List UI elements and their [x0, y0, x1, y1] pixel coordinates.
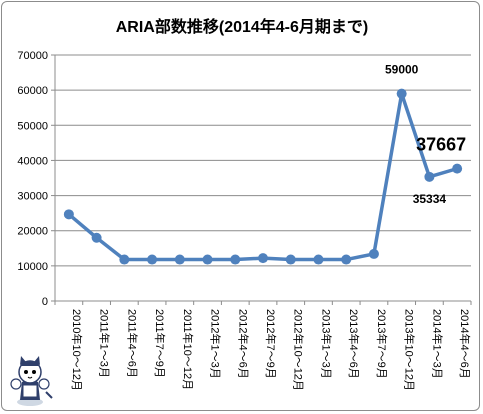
y-tick-label: 50000 — [17, 120, 48, 132]
x-tick-label: 2011年4〜6月 — [125, 309, 139, 378]
x-tick-label: 2011年1〜3月 — [98, 309, 112, 378]
x-tick-label: 2013年10〜12月 — [403, 309, 417, 391]
x-tick-label: 2012年1〜3月 — [209, 309, 223, 379]
x-tick-label: 2014年4〜6月 — [458, 309, 472, 379]
data-label: 59000 — [385, 63, 419, 77]
x-tick-label: 2013年4〜6月 — [347, 309, 361, 379]
x-tick-label: 2012年4〜6月 — [236, 309, 250, 379]
data-point — [368, 248, 379, 259]
y-tick-label: 60000 — [17, 85, 48, 97]
x-tick-label: 2010年10〜12月 — [70, 309, 84, 391]
x-tick-label: 2013年7〜9月 — [375, 309, 389, 379]
data-point — [174, 254, 185, 265]
x-tick-label: 2012年7〜9月 — [264, 309, 278, 379]
data-point — [147, 254, 158, 265]
x-tick-label: 2013年1〜3月 — [319, 309, 333, 379]
axes — [54, 55, 472, 305]
y-tick-label: 70000 — [17, 50, 48, 62]
data-point — [313, 254, 324, 265]
x-tick-label: 2011年7〜9月 — [153, 309, 167, 378]
data-point — [396, 88, 407, 99]
data-points — [63, 88, 463, 265]
gridlines — [51, 54, 471, 302]
data-point — [63, 209, 74, 220]
data-point — [91, 232, 102, 243]
data-point — [119, 254, 130, 265]
y-tick-label: 20000 — [17, 226, 48, 238]
data-point — [258, 253, 268, 264]
data-point — [341, 254, 352, 265]
x-tick-label: 2014年1〜3月 — [430, 309, 444, 379]
series-line-path — [67, 91, 458, 262]
data-label: 35334 — [413, 192, 447, 206]
x-tick-label: 2012年10〜12月 — [292, 309, 306, 391]
cat-mascot-icon — [10, 356, 53, 406]
y-tick-label: 30000 — [17, 191, 48, 203]
series-line — [67, 91, 458, 262]
data-point — [424, 171, 435, 182]
data-point — [202, 254, 213, 265]
data-point — [452, 163, 463, 174]
y-tick-label: 0 — [42, 296, 48, 308]
x-axis-ticks: 2010年10〜12月 2011年1〜3月 2011年4〜6月 2011年7〜9月 20… — [70, 309, 472, 391]
y-axis-ticks: 0 10000 20000 30000 40000 50000 60000 70000 — [17, 50, 48, 308]
y-tick-label: 40000 — [17, 155, 48, 167]
x-tick-label: 2011年10〜12月 — [181, 309, 195, 390]
data-labels: 59000 35334 37667 — [385, 63, 466, 206]
y-tick-label: 10000 — [17, 261, 48, 273]
data-point — [285, 254, 296, 265]
chart-title: ARIA部数推移(2014年4-6月期まで) — [116, 17, 369, 36]
data-point — [230, 254, 241, 265]
data-label: 37667 — [416, 135, 466, 155]
